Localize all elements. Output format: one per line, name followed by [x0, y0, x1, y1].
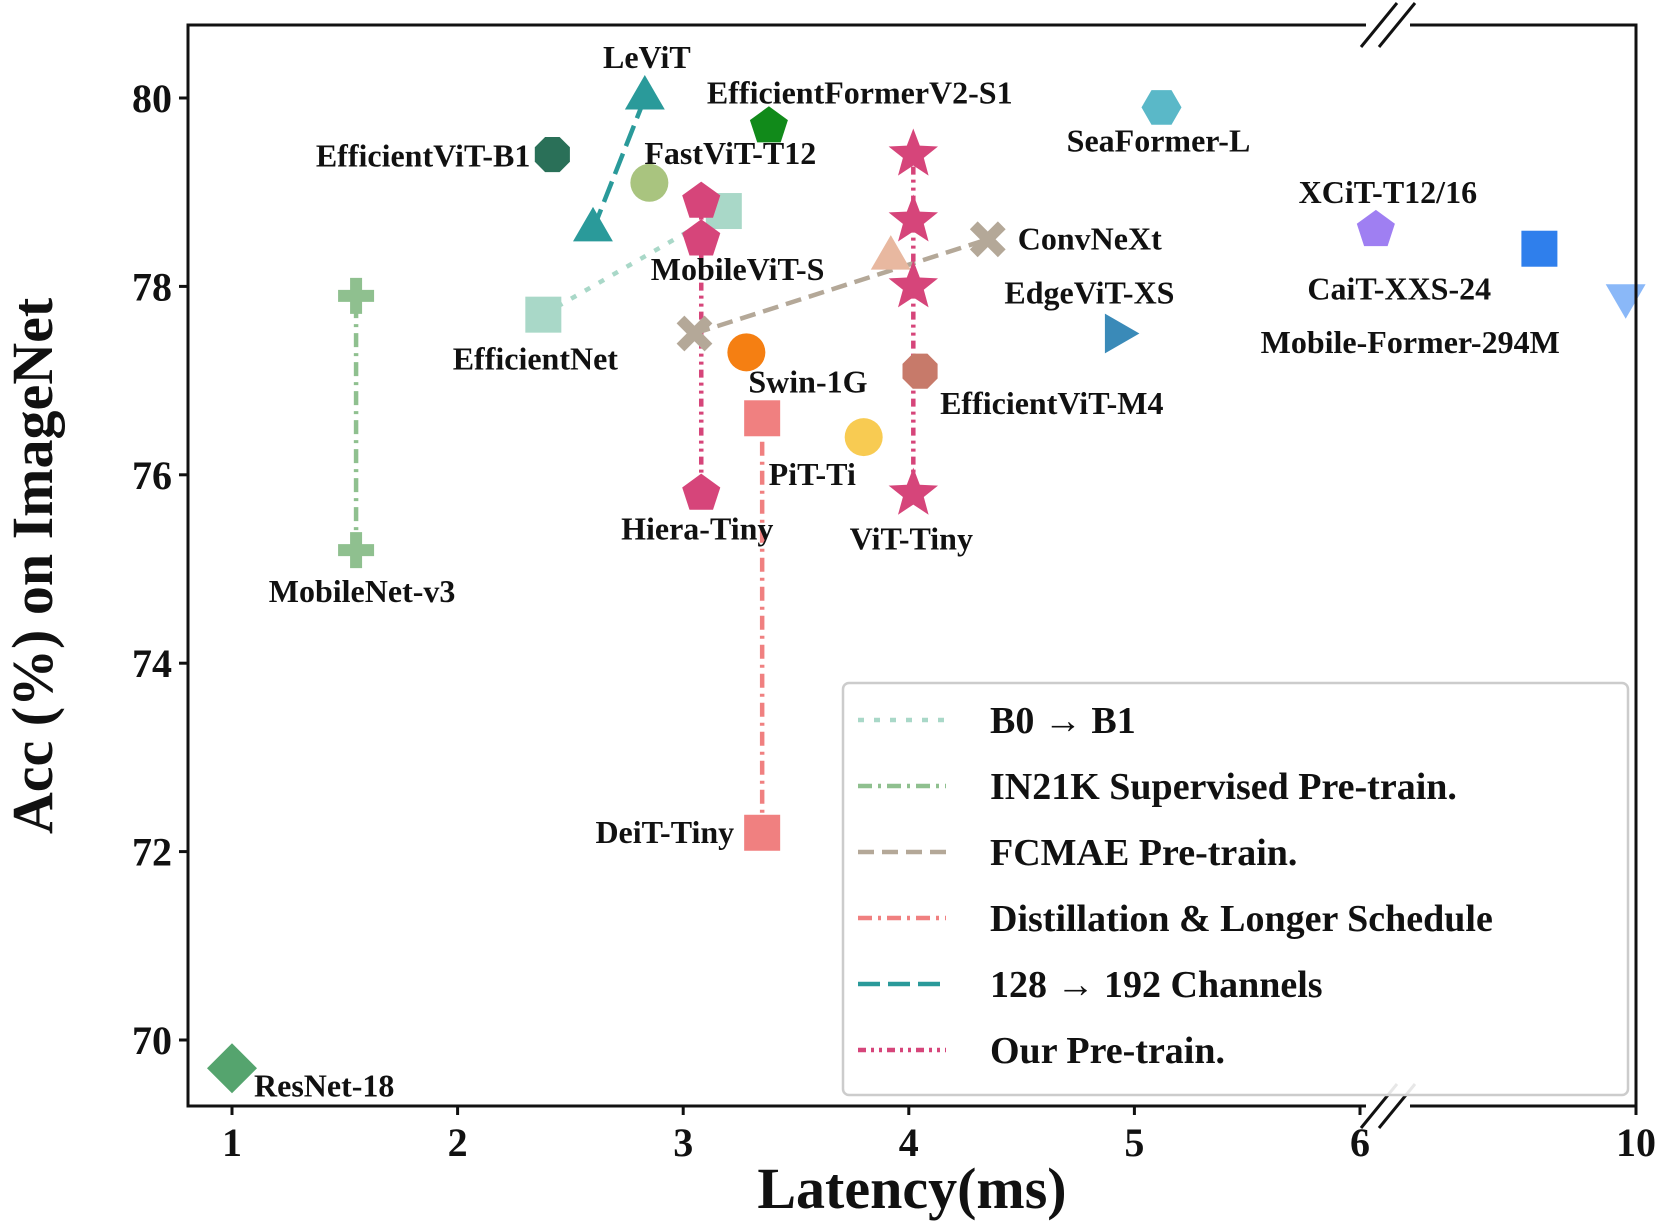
marker-mobilevit-s [870, 235, 911, 270]
marker-deit-tiny-distilled [744, 400, 781, 437]
marker-xcit-t12-16 [1356, 209, 1395, 247]
axis-break-gap [1366, 1101, 1410, 1111]
legend-entry-b0-b1: B0 → B1 [858, 700, 1136, 742]
marker-mobilenet-v3-start [338, 532, 375, 569]
x-tick-label: 6 [1350, 1120, 1370, 1165]
legend-entry-fcmae-pre-train: FCMAE Pre-train. [858, 832, 1297, 874]
legend-entry-in21k-supervised-pre-train: IN21K Supervised Pre-train. [858, 766, 1457, 808]
label-fastvit-t12: FastViT-T12 [644, 135, 816, 171]
legend-label: FCMAE Pre-train. [990, 832, 1297, 874]
x-axis-title: Latency(ms) [757, 1156, 1066, 1221]
label-swin-1g: Swin-1G [748, 363, 867, 399]
label-deit-tiny: DeiT-Tiny [595, 814, 734, 850]
y-tick-label: 76 [132, 453, 172, 498]
x-stroke [969, 221, 1006, 258]
marker-hiera-tiny-ours-1 [682, 219, 721, 256]
axis-break-slash [1377, 2, 1417, 48]
marker-cait-xxs-24 [1521, 230, 1558, 267]
label-efficientnet: EfficientNet [453, 341, 619, 377]
y-axis-title: Acc (%) on ImageNet [0, 297, 65, 834]
legend-label: Our Pre-train. [990, 1030, 1225, 1072]
legend-label: B0 → B1 [990, 700, 1136, 742]
marker-efficientvit-b1 [534, 137, 570, 173]
marker-hiera-tiny-ours-2 [682, 181, 721, 218]
legend-label: 128 → 192 Channels [990, 964, 1323, 1006]
marker-fastvit-t12 [630, 163, 669, 202]
marker-hiera-tiny-base [682, 473, 721, 510]
tick-labels: 1 2 3 4 5 6 10 70 72 74 76 78 80 [132, 76, 1656, 1165]
label-hiera-tiny: Hiera-Tiny [621, 511, 773, 547]
connector-128-192-channels [590, 97, 647, 231]
marker-levit-128 [573, 206, 613, 242]
label-convnext: ConvNeXt [1018, 220, 1162, 256]
marker-resnet-18 [207, 1043, 257, 1094]
label-levit: LeViT [603, 39, 691, 75]
marker-efficientvit-m4 [902, 353, 938, 389]
y-tick-label: 72 [132, 830, 172, 875]
y-tick-label: 78 [132, 264, 172, 309]
marker-vit-tiny-base [888, 467, 938, 515]
x-tick-label: 5 [1124, 1120, 1144, 1165]
data-points [207, 75, 1646, 1094]
marker-efficientformerv2-s1 [749, 106, 788, 143]
label-pit-ti: PiT-Ti [769, 456, 856, 492]
marker-swin-1g [727, 333, 766, 372]
label-efficientformerv2-s1: EfficientFormerV2-S1 [707, 74, 1013, 110]
marker-efficientnet-b0 [525, 296, 562, 333]
axis-break-slash [1359, 2, 1399, 48]
plot-frame [186, 23, 1638, 1108]
connector-b0-b1 [542, 209, 725, 317]
marker-vit-tiny-ours-1 [888, 260, 938, 308]
connector-fcmae-pre-train [693, 237, 989, 336]
label-seaformer-l: SeaFormer-L [1067, 122, 1251, 158]
label-efficientvit-m4: EfficientViT-M4 [940, 385, 1163, 421]
x-stroke [676, 315, 713, 352]
marker-mobile-former-294m [1605, 284, 1646, 319]
legend-label: Distillation & Longer Schedule [990, 898, 1493, 940]
label-efficientvit-b1: EfficientViT-B1 [316, 138, 531, 174]
label-mobilevit-s: MobileViT-S [651, 251, 825, 287]
marker-mobilenet-v3-end [338, 277, 375, 314]
x-tick-label: 4 [899, 1120, 919, 1165]
marker-edgevit-xs [1104, 313, 1140, 354]
label-resnet-18: ResNet-18 [254, 1067, 394, 1103]
x-tick-label: 2 [448, 1120, 468, 1165]
marker-vit-tiny-ours-2 [888, 194, 938, 242]
x-tick-label: 10 [1616, 1120, 1656, 1165]
legend: B0 → B1 IN21K Supervised Pre-train. FCMAE … [841, 681, 1630, 1097]
axes [186, 23, 1638, 1108]
marker-convnext-start [676, 315, 713, 352]
label-mobilenet-v3: MobileNet-v3 [269, 573, 456, 609]
label-cait-xxs-24: CaiT-XXS-24 [1307, 271, 1491, 307]
legend-entry-our-pre-train: Our Pre-train. [858, 1030, 1225, 1072]
x-tick-label: 3 [673, 1120, 693, 1165]
y-tick-label: 74 [132, 641, 172, 686]
marker-convnext-end [969, 221, 1006, 258]
legend-label: IN21K Supervised Pre-train. [990, 766, 1457, 808]
legend-entry-128-192-channels: 128 → 192 Channels [858, 964, 1323, 1006]
marker-pit-ti [844, 418, 883, 457]
legend-box [841, 681, 1630, 1097]
point-labels: ResNet-18 MobileNet-v3 EfficientNet Efficie… [254, 39, 1560, 1103]
marker-vit-tiny-ours-3 [888, 128, 938, 176]
axis-break-gap [1366, 20, 1410, 30]
y-tick-label: 80 [132, 76, 172, 121]
label-mobile-former-294m: Mobile-Former-294M [1261, 324, 1560, 360]
y-tick-label: 70 [132, 1018, 172, 1063]
label-vit-tiny: ViT-Tiny [850, 521, 973, 557]
marker-seaformer-l [1141, 90, 1182, 125]
label-edgevit-xs: EdgeViT-XS [1004, 275, 1174, 311]
marker-levit-192 [624, 75, 665, 110]
marker-deit-tiny-base [744, 814, 781, 851]
legend-entry-distillation-longer-schedule: Distillation & Longer Schedule [858, 898, 1493, 940]
x-tick-label: 1 [222, 1120, 242, 1165]
label-xcit-t12-16: XCiT-T12/16 [1299, 174, 1477, 210]
